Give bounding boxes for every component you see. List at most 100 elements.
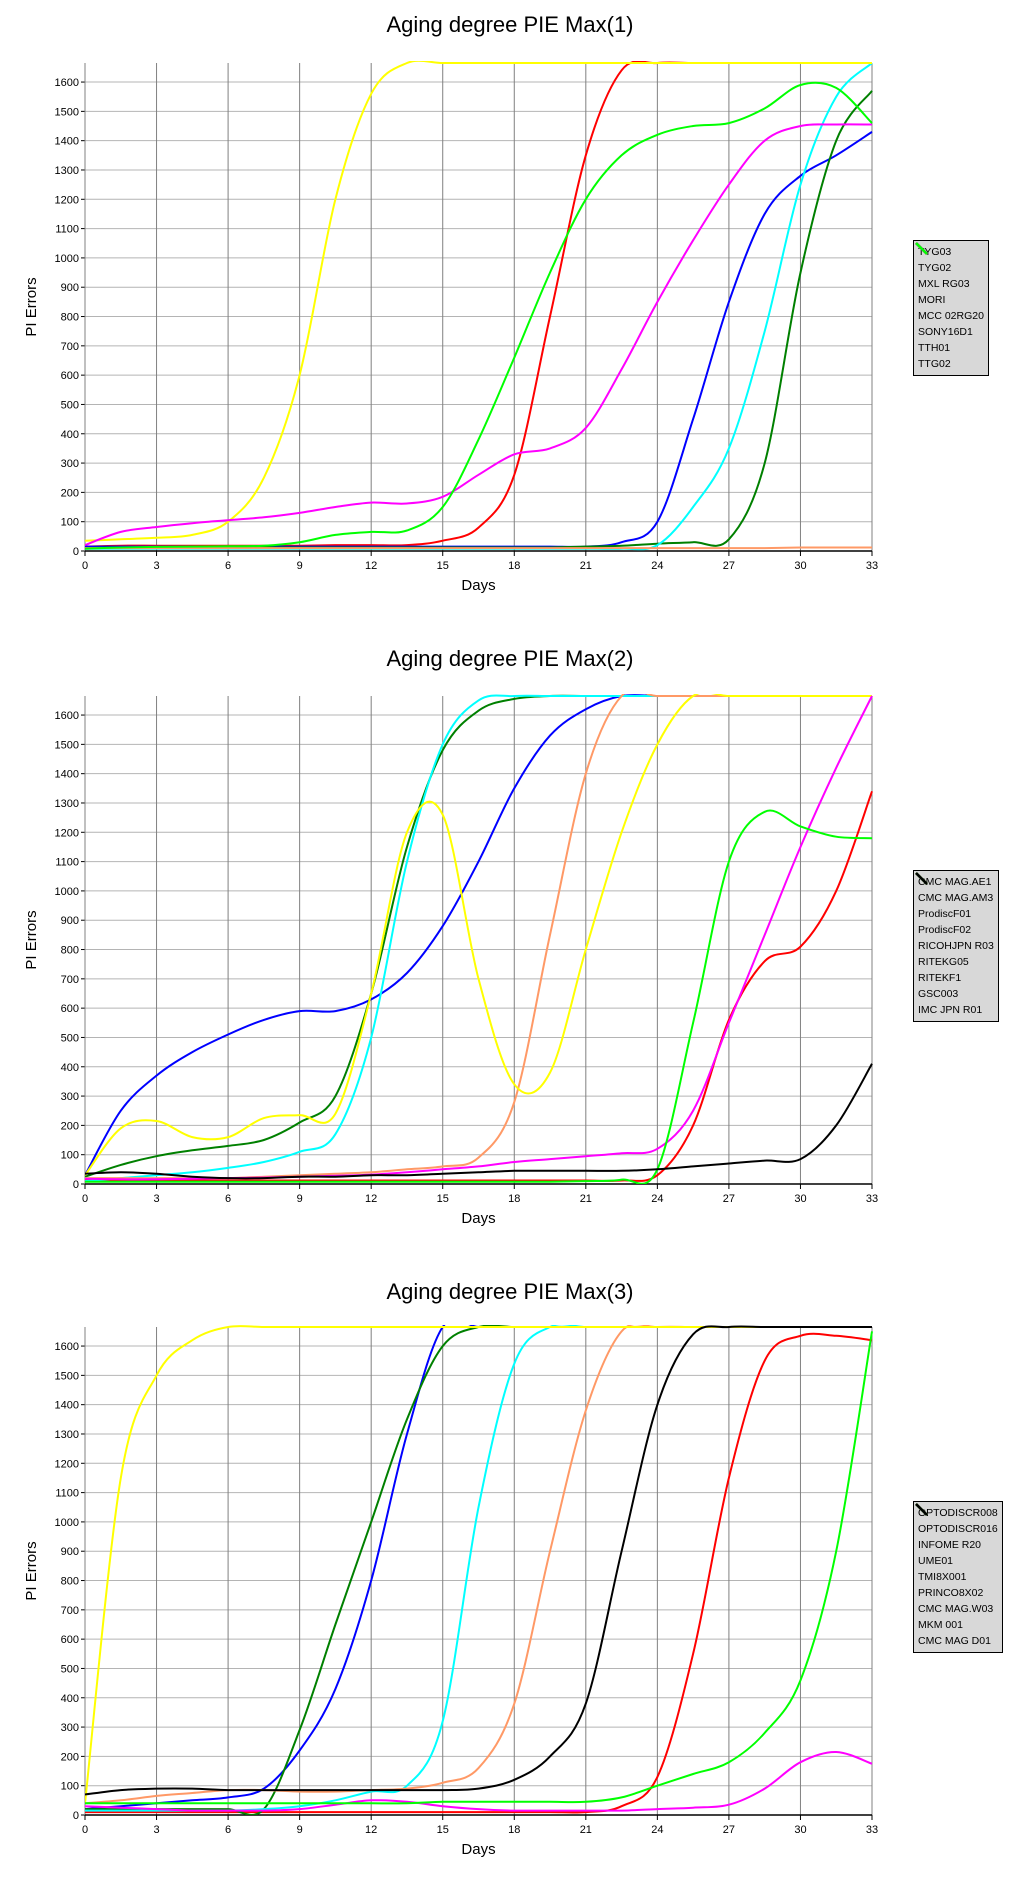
legend-label: TYG03 bbox=[918, 246, 952, 258]
y-tick-label: 1000 bbox=[55, 1517, 79, 1529]
chart-title: Aging degree PIE Max(1) bbox=[386, 12, 634, 37]
legend-item: INFOME R20 bbox=[915, 1503, 998, 1553]
x-tick-label: 27 bbox=[723, 1193, 735, 1205]
series-line-ricohjpn-r03 bbox=[85, 694, 872, 1180]
y-tick-label: 1100 bbox=[55, 857, 79, 869]
series-line-ritekf1 bbox=[85, 695, 873, 1181]
series-line-prodiscf02 bbox=[85, 694, 872, 1183]
x-tick-label: 21 bbox=[580, 1193, 592, 1205]
x-tick-label: 15 bbox=[437, 1824, 449, 1836]
y-tick-label: 200 bbox=[61, 1751, 79, 1763]
legend-item: PRINCO8X02 bbox=[915, 1503, 998, 1601]
legend-label: MXL RG03 bbox=[918, 278, 970, 290]
y-tick-label: 1100 bbox=[55, 1488, 79, 1500]
legend-line-icon bbox=[915, 242, 928, 255]
legend-item: CMC MAG.AE1 bbox=[915, 872, 994, 890]
legend-label: UME01 bbox=[918, 1555, 954, 1567]
y-tick-label: 1200 bbox=[55, 827, 79, 839]
x-tick-label: 3 bbox=[153, 560, 159, 572]
x-tick-label: 33 bbox=[866, 560, 878, 572]
y-tick-label: 900 bbox=[61, 1546, 79, 1558]
y-tick-label: 1200 bbox=[55, 194, 79, 206]
legend-label: ProdiscF01 bbox=[918, 908, 972, 920]
y-tick-label: 0 bbox=[73, 1810, 79, 1822]
x-tick-label: 21 bbox=[580, 1824, 592, 1836]
series-line-cmc-mag-ae1 bbox=[85, 790, 873, 1182]
legend-item: MXL RG03 bbox=[915, 242, 984, 292]
series-line-sony16d1 bbox=[85, 61, 872, 542]
y-tick-label: 1500 bbox=[55, 1370, 79, 1382]
legend-label: CMC MAG D01 bbox=[918, 1635, 991, 1647]
series-line-princo8x02 bbox=[85, 1325, 872, 1804]
y-tick-label: 300 bbox=[61, 1722, 79, 1734]
x-tick-label: 27 bbox=[723, 560, 735, 572]
legend-item: OPTODISCR008 bbox=[915, 1503, 998, 1521]
y-tick-label: 600 bbox=[61, 1003, 79, 1015]
x-tick-label: 12 bbox=[365, 560, 377, 572]
series-line-mkm-001 bbox=[85, 1331, 873, 1805]
y-tick-label: 1200 bbox=[55, 1458, 79, 1470]
y-tick-label: 1300 bbox=[55, 798, 79, 810]
y-tick-label: 700 bbox=[61, 1605, 79, 1617]
y-tick-label: 1600 bbox=[55, 77, 79, 89]
series-line-cmc-mag-d01 bbox=[85, 1325, 872, 1796]
y-tick-label: 1600 bbox=[55, 710, 79, 722]
y-tick-label: 0 bbox=[73, 546, 79, 558]
legend-item: ProdiscF02 bbox=[915, 872, 994, 938]
x-tick-label: 33 bbox=[866, 1193, 878, 1205]
x-tick-label: 9 bbox=[297, 1824, 303, 1836]
plot-area: 0100200300400500600700800900100011001200… bbox=[23, 61, 878, 594]
x-tick-label: 24 bbox=[651, 560, 663, 572]
series-line-optodiscr016 bbox=[85, 1325, 872, 1811]
y-tick-label: 1300 bbox=[55, 1429, 79, 1441]
series-line-imc-jpn-r01 bbox=[85, 1063, 873, 1180]
x-axis-title: Days bbox=[461, 577, 495, 594]
legend: CMC MAG.AE1 CMC MAG.AM3 ProdiscF01 ProdiscF… bbox=[913, 870, 999, 1022]
x-tick-label: 0 bbox=[82, 560, 88, 572]
legend-label: RITEKG05 bbox=[918, 956, 969, 968]
gridlines bbox=[81, 63, 873, 556]
legend-label: TMI8X001 bbox=[918, 1571, 967, 1583]
legend-label: INFOME R20 bbox=[918, 1539, 982, 1551]
y-tick-label: 700 bbox=[61, 974, 79, 986]
y-tick-label: 800 bbox=[61, 1576, 79, 1588]
series-line-mori bbox=[85, 62, 873, 551]
y-tick-label: 600 bbox=[61, 370, 79, 382]
y-tick-label: 900 bbox=[61, 915, 79, 927]
series-line-tth01 bbox=[85, 123, 873, 547]
legend-item: OPTODISCR016 bbox=[915, 1503, 998, 1537]
y-tick-label: 400 bbox=[61, 1062, 79, 1074]
series-line-ttg02 bbox=[85, 81, 873, 550]
y-axis-title: PI Errors bbox=[23, 277, 40, 336]
x-tick-label: 18 bbox=[508, 560, 520, 572]
y-tick-label: 0 bbox=[73, 1179, 79, 1191]
y-tick-label: 200 bbox=[61, 1120, 79, 1132]
legend-item: RICOHJPN R03 bbox=[915, 872, 994, 954]
series-line-ritekg05 bbox=[85, 694, 872, 1176]
legend-label: RICOHJPN R03 bbox=[918, 940, 994, 952]
x-tick-label: 15 bbox=[437, 560, 449, 572]
x-tick-label: 33 bbox=[866, 1824, 878, 1836]
y-tick-label: 600 bbox=[61, 1634, 79, 1646]
legend-label: TYG02 bbox=[918, 262, 952, 274]
legend-label: ProdiscF02 bbox=[918, 924, 972, 936]
legend-label: PRINCO8X02 bbox=[918, 1587, 984, 1599]
y-tick-label: 300 bbox=[61, 1091, 79, 1103]
series-line-prodiscf01 bbox=[85, 694, 872, 1178]
x-axis-title: Days bbox=[461, 1841, 495, 1858]
y-tick-label: 500 bbox=[61, 1032, 79, 1044]
y-tick-label: 800 bbox=[61, 945, 79, 957]
chart-2: Aging degree PIE Max(2) 0 100 200 300 400 500… bbox=[0, 633, 1025, 1263]
legend-item: UME01 bbox=[915, 1503, 998, 1569]
chart-title: Aging degree PIE Max(3) bbox=[386, 1279, 634, 1304]
y-tick-label: 300 bbox=[61, 458, 79, 470]
legend-label: SONY16D1 bbox=[918, 326, 973, 338]
x-tick-label: 6 bbox=[225, 560, 231, 572]
series-line-tmi8x001 bbox=[85, 1325, 872, 1805]
y-tick-label: 1500 bbox=[55, 106, 79, 118]
x-tick-label: 0 bbox=[82, 1824, 88, 1836]
chart-title: Aging degree PIE Max(2) bbox=[386, 646, 634, 671]
y-tick-label: 1400 bbox=[55, 136, 79, 148]
x-tick-label: 9 bbox=[297, 560, 303, 572]
series-group bbox=[85, 1325, 873, 1815]
